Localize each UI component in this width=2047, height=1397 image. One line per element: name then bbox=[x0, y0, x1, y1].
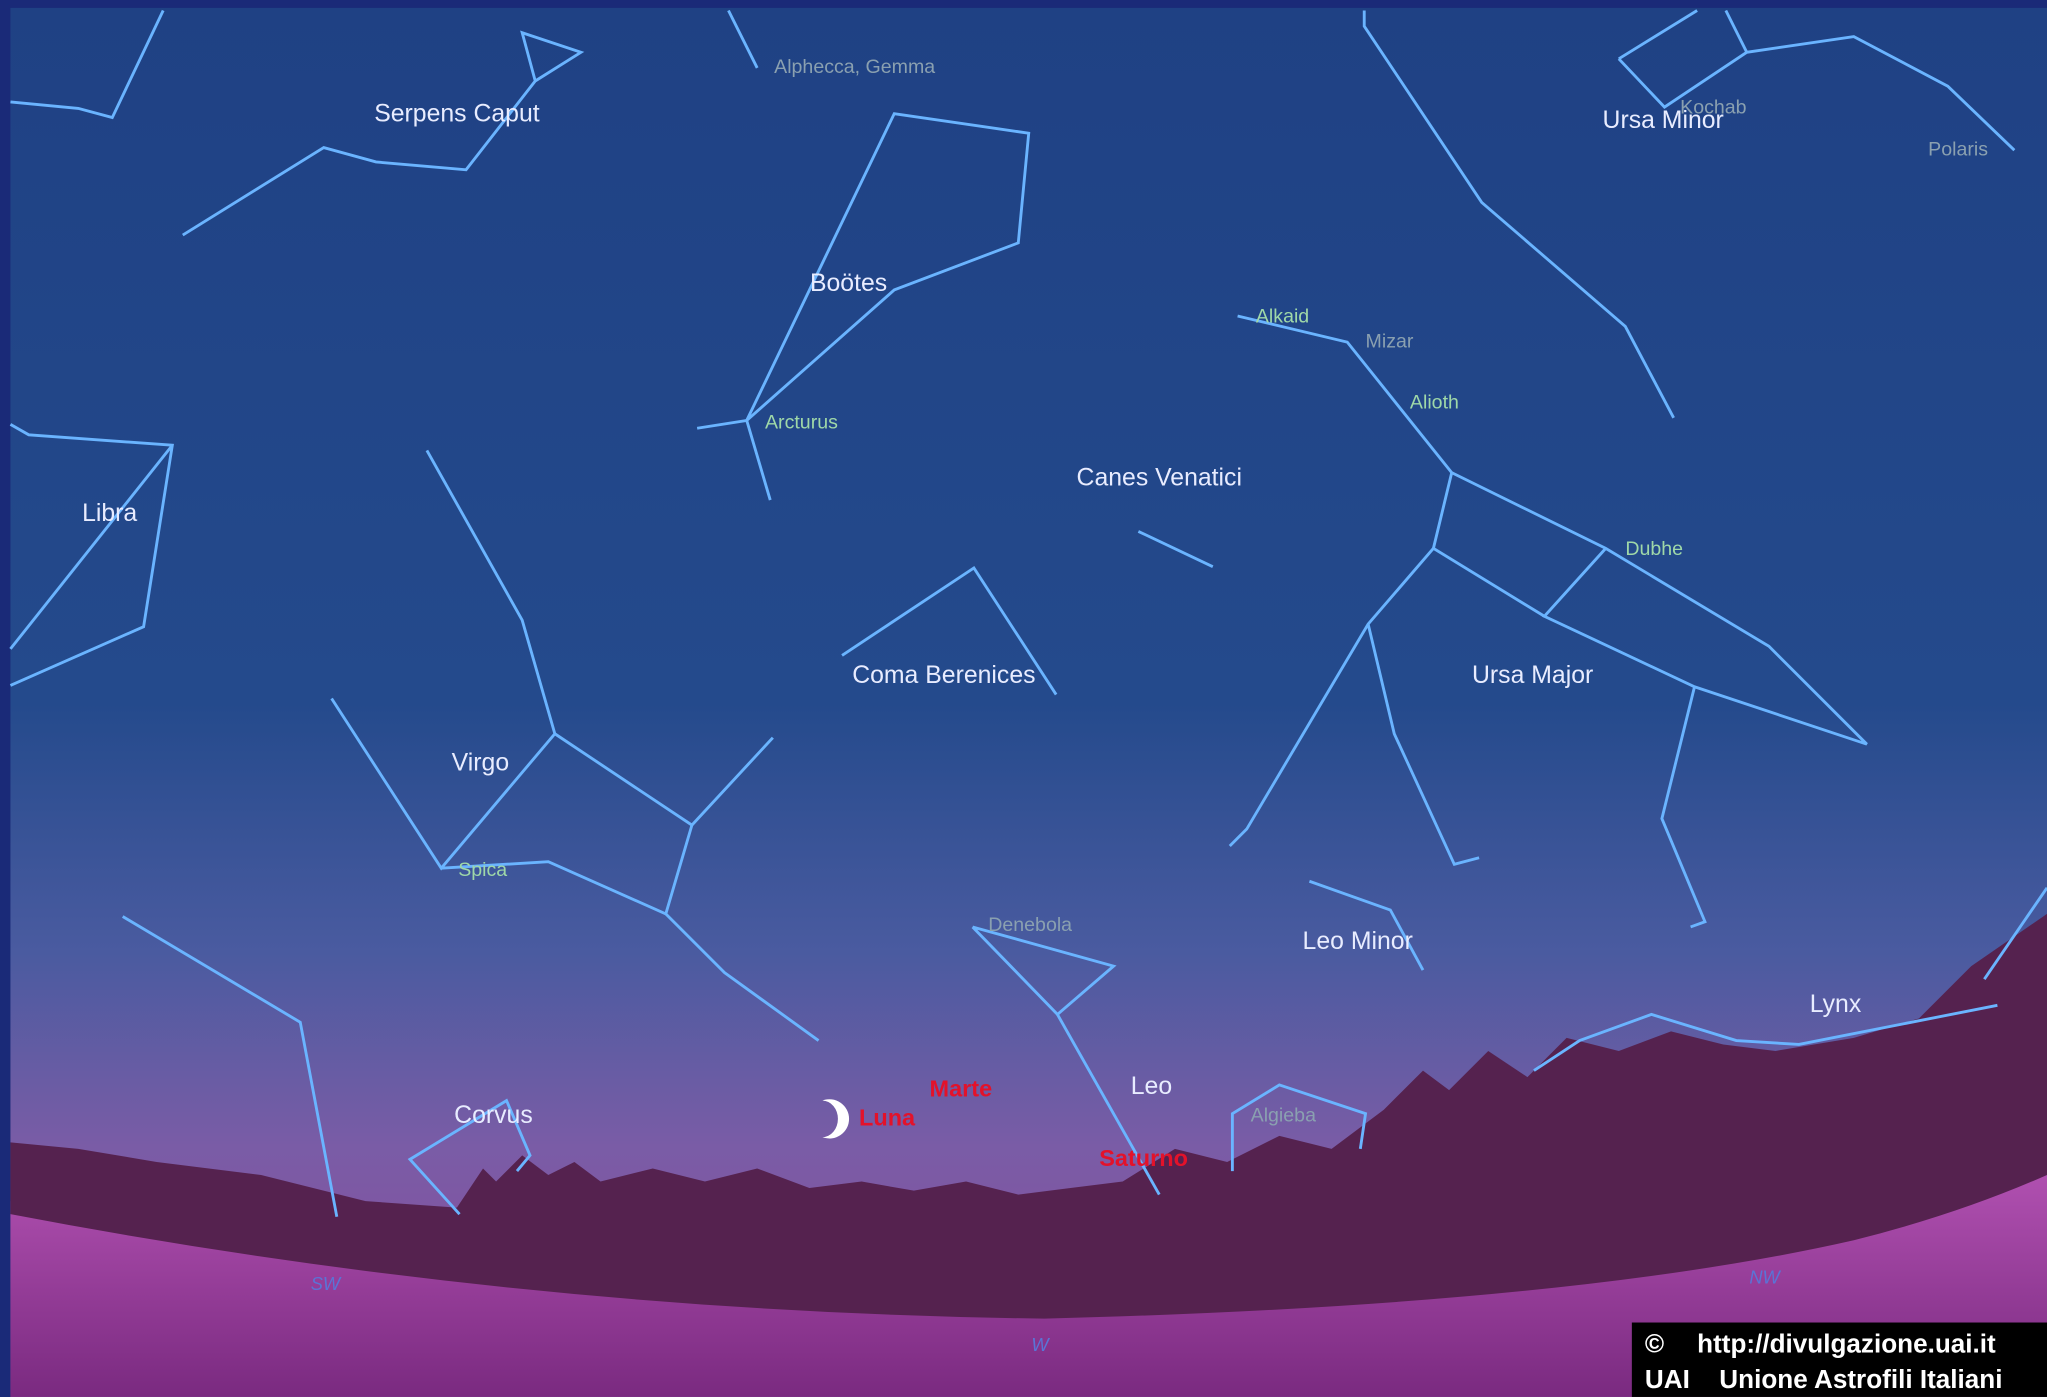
constellation-label: Corvus bbox=[454, 1102, 533, 1129]
star-label: Mizar bbox=[1366, 330, 1414, 352]
planet-label: Saturno bbox=[1099, 1145, 1188, 1171]
constellation-label: Canes Venatici bbox=[1077, 465, 1242, 492]
star-label: Algieba bbox=[1251, 1104, 1316, 1126]
credit-url[interactable]: http://divulgazione.uai.it bbox=[1697, 1329, 1996, 1359]
constellation-label: Leo bbox=[1131, 1073, 1172, 1100]
constellation-label: Leo Minor bbox=[1303, 928, 1413, 955]
page: Serpens Caput Ursa Minor Boötes Libra Ca… bbox=[0, 0, 2047, 1397]
credit-org: UAI bbox=[1645, 1364, 1690, 1394]
constellation-label: Virgo bbox=[452, 749, 509, 776]
star-label: Alioth bbox=[1410, 392, 1459, 414]
star-label: Alphecca, Gemma bbox=[774, 56, 935, 78]
constellation-label: Ursa Major bbox=[1472, 662, 1593, 689]
star-label: Arcturus bbox=[765, 411, 838, 433]
sky-map: Serpens Caput Ursa Minor Boötes Libra Ca… bbox=[0, 0, 2047, 1397]
star-label: Kochab bbox=[1680, 97, 1747, 119]
credit-name: Unione Astrofili Italiani bbox=[1719, 1364, 2002, 1394]
star-label: Spica bbox=[458, 859, 507, 881]
planet-label: Luna bbox=[859, 1104, 916, 1130]
constellation-label: Lynx bbox=[1810, 991, 1862, 1018]
direction-label: W bbox=[1031, 1334, 1050, 1355]
credit-symbol: © bbox=[1645, 1329, 1664, 1359]
constellation-label: Libra bbox=[82, 500, 137, 527]
constellation-label: Serpens Caput bbox=[374, 100, 540, 127]
star-label: Dubhe bbox=[1625, 538, 1683, 560]
planet-label: Marte bbox=[930, 1076, 993, 1102]
direction-label: NW bbox=[1749, 1266, 1781, 1287]
star-label: Alkaid bbox=[1256, 306, 1309, 328]
constellation-label: Boötes bbox=[810, 270, 887, 297]
direction-label: SW bbox=[311, 1273, 342, 1294]
constellation-label: Coma Berenices bbox=[852, 662, 1035, 689]
star-label: Polaris bbox=[1928, 138, 1988, 160]
star-label: Denebola bbox=[988, 914, 1072, 936]
